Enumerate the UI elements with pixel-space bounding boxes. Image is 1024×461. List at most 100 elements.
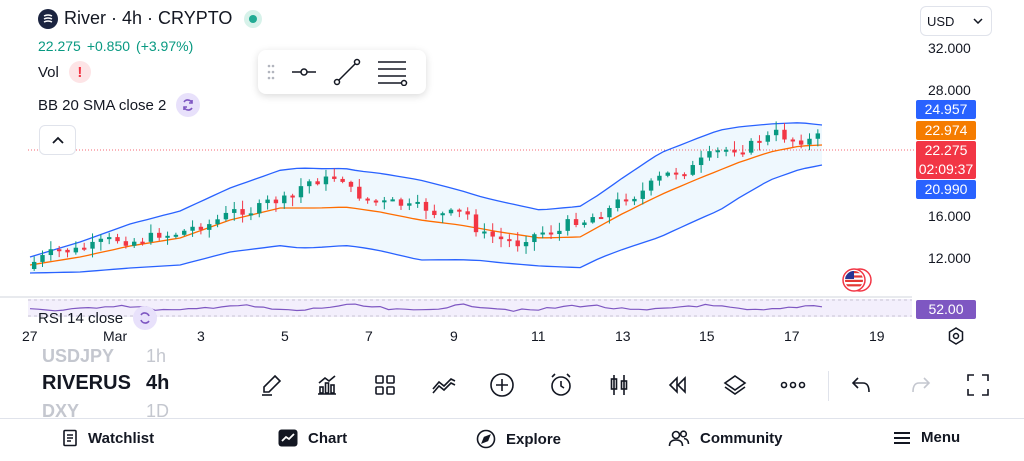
- nav-chart[interactable]: Chart: [278, 429, 347, 447]
- candle-body: [565, 219, 570, 231]
- chart-area[interactable]: River · 4h · CRYPTO 22.275 +0.850 (+3.97…: [0, 0, 1024, 350]
- drawing-toolbar[interactable]: [258, 50, 426, 94]
- candle-body: [56, 249, 62, 252]
- candle-body: [657, 175, 662, 181]
- nav-explore[interactable]: Explore: [476, 429, 561, 449]
- warning-icon[interactable]: !: [68, 61, 91, 83]
- undo-icon[interactable]: [845, 369, 877, 401]
- candle-body: [198, 226, 204, 230]
- fib-retracement-tool-icon[interactable]: [376, 58, 408, 86]
- nav-explore-label: Explore: [506, 430, 562, 448]
- rsi-indicator-row[interactable]: RSI 14 close: [38, 306, 158, 330]
- current-symbol[interactable]: RIVERUS: [42, 372, 131, 394]
- candle-body: [223, 212, 229, 220]
- candle-body: [532, 234, 537, 243]
- currency-select[interactable]: USD: [920, 6, 992, 36]
- watchlist-prev-symbol[interactable]: USDJPY: [42, 346, 115, 366]
- redo-icon[interactable]: [905, 369, 937, 401]
- bb-basis-line: [29, 144, 823, 266]
- layouts-icon[interactable]: [369, 369, 401, 401]
- nav-community[interactable]: Community: [668, 429, 783, 447]
- candle-body: [340, 178, 345, 182]
- market-open-icon: [244, 9, 263, 28]
- candle-body: [448, 209, 454, 214]
- last-price-tag: 22.275 02:09:37: [916, 141, 976, 179]
- candle-body: [723, 149, 729, 152]
- candle-body: [690, 165, 695, 175]
- candle-body: [557, 230, 562, 234]
- price-chart[interactable]: [0, 0, 1024, 350]
- bb-upper-tag: 24.957: [916, 100, 976, 119]
- date-axis-label: 9: [450, 328, 458, 344]
- horizontal-line-tool-icon[interactable]: [290, 62, 318, 82]
- layers-icon[interactable]: [719, 369, 751, 401]
- vol-label[interactable]: Vol: [38, 63, 59, 81]
- bb-label[interactable]: BB 20 SMA close 2: [38, 96, 167, 114]
- candle-body: [132, 241, 137, 246]
- nav-menu[interactable]: Menu: [893, 429, 960, 446]
- bb-lower-tag: 20.990: [916, 180, 976, 199]
- candle-body: [515, 240, 520, 247]
- candle-body: [232, 209, 237, 213]
- symbol-header[interactable]: River · 4h · CRYPTO: [38, 8, 263, 29]
- bb-indicator-row[interactable]: BB 20 SMA close 2: [38, 93, 201, 117]
- hamburger-icon: [894, 431, 910, 444]
- candle-body: [140, 241, 145, 244]
- candle-body: [465, 211, 470, 215]
- collapse-legend-button[interactable]: [39, 125, 76, 155]
- date-axis-label: 11: [531, 328, 546, 344]
- trend-line-tool-icon[interactable]: [332, 57, 362, 87]
- candle-body: [290, 195, 295, 198]
- alert-clock-icon[interactable]: [545, 369, 577, 401]
- river-logo-icon: [38, 8, 58, 29]
- more-icon[interactable]: [777, 369, 809, 401]
- date-axis-label: 17: [784, 328, 800, 344]
- nav-watchlist[interactable]: Watchlist: [62, 429, 154, 447]
- candle-body: [298, 186, 304, 198]
- candle-body: [65, 249, 70, 253]
- chart-settings-icon[interactable]: [946, 326, 966, 346]
- candle-body: [165, 235, 170, 238]
- candle-body: [190, 226, 195, 231]
- nav-menu-label: Menu: [921, 429, 961, 446]
- candle-body: [432, 210, 437, 216]
- nav-watchlist-label: Watchlist: [88, 429, 155, 447]
- refresh-icon[interactable]: [176, 93, 201, 117]
- candle-body: [598, 217, 604, 220]
- candle-body: [665, 172, 670, 176]
- add-icon[interactable]: [486, 369, 518, 401]
- current-timeframe[interactable]: 4h: [146, 372, 170, 394]
- candle-body: [732, 149, 737, 153]
- brush-icon[interactable]: [255, 369, 287, 401]
- candle-body: [365, 198, 370, 201]
- candle-body: [648, 180, 654, 191]
- candle-body: [148, 232, 154, 242]
- watchlist-icon: [63, 429, 77, 447]
- indicators-icon[interactable]: [311, 369, 343, 401]
- rsi-value-tag: 52.00: [916, 300, 976, 319]
- community-icon: [668, 430, 690, 447]
- date-axis-label: 13: [615, 328, 631, 344]
- rsi-label[interactable]: RSI 14 close: [38, 309, 124, 327]
- compass-icon: [476, 429, 496, 449]
- vol-indicator-row[interactable]: Vol !: [38, 61, 91, 83]
- candle-body: [607, 207, 612, 218]
- candles-icon[interactable]: [603, 369, 635, 401]
- watchlist-next-tf: 1D: [146, 401, 170, 421]
- candle-body: [207, 224, 212, 230]
- compare-icon[interactable]: [428, 369, 460, 401]
- candle-body: [573, 219, 579, 225]
- candle-body: [798, 140, 804, 145]
- refresh-icon[interactable]: [133, 306, 158, 330]
- candle-body: [31, 261, 37, 269]
- watchlist-next-symbol[interactable]: DXY: [42, 401, 80, 421]
- us-flag-event-icon[interactable]: [842, 266, 872, 294]
- fullscreen-icon[interactable]: [962, 369, 994, 401]
- bb-band-fill: [30, 122, 822, 273]
- drag-handle-icon[interactable]: [266, 63, 276, 81]
- candle-body: [640, 190, 645, 199]
- candle-body: [98, 238, 104, 242]
- symbol-title[interactable]: River · 4h · CRYPTO: [64, 8, 233, 28]
- replay-icon[interactable]: [661, 369, 693, 401]
- candle-body: [765, 135, 771, 142]
